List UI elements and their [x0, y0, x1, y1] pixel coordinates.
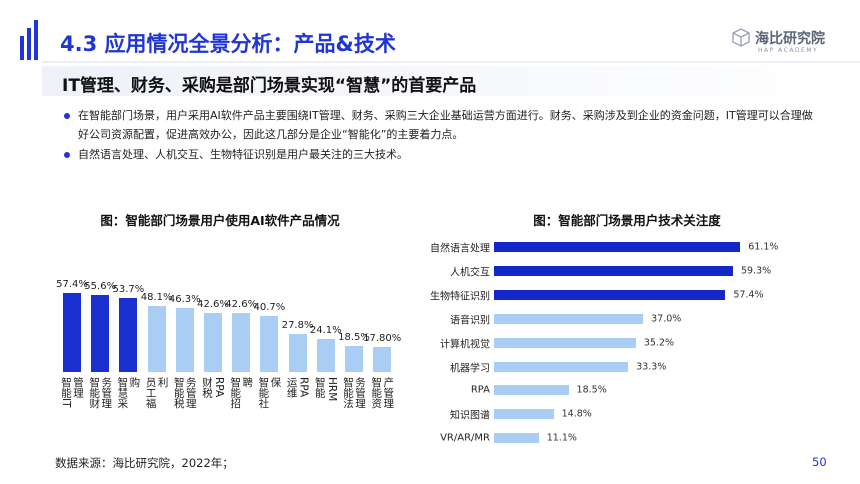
- bar: [345, 346, 363, 372]
- bullet-dot: [64, 113, 70, 119]
- x-tick-label: 智能财务管理: [88, 377, 113, 409]
- x-tick-label: 智能法务管理: [342, 377, 366, 409]
- x-tick-label: 智能税务管理: [172, 377, 197, 409]
- logo-name: 海比研究院: [755, 31, 825, 47]
- subtitle: IT管理、财务、采购是部门场景实现“智慧”的首要产品: [62, 76, 477, 96]
- source: 数据来源：海比研究院，2022年；: [55, 456, 234, 470]
- bar: [373, 347, 392, 372]
- value-label: 59.3%: [740, 265, 772, 277]
- x-tick-label: 智能招聘: [229, 377, 254, 409]
- y-tick-label: 人机交互: [450, 267, 490, 279]
- value-label: 55.6%: [84, 281, 117, 293]
- bar: [494, 313, 644, 324]
- value-label: 46.3%: [168, 294, 201, 306]
- subtitle-bar: [42, 66, 860, 96]
- y-tick-label: 生物特征识别: [430, 291, 490, 303]
- value-label: 40.7%: [253, 301, 286, 313]
- logo-sub: HAP ACADEMY: [758, 47, 819, 54]
- value-label: 42.6%: [225, 299, 258, 311]
- value-label: 42.6%: [197, 299, 229, 311]
- page-number: 50: [812, 455, 827, 469]
- bullet-text: 在智能部门场景，用户采用AI软件产品主要围绕IT管理、财务、采购三大企业基础运营…: [78, 109, 813, 141]
- bar: [204, 313, 222, 372]
- value-label: 53.7%: [112, 283, 145, 295]
- value-label: 11.1%: [546, 432, 577, 444]
- bar: [494, 289, 726, 300]
- bar: [494, 361, 629, 372]
- bar: [232, 313, 251, 372]
- bar: [91, 295, 110, 372]
- value-label: 27.8%: [281, 319, 314, 331]
- x-tick-label: 财税RPA: [201, 377, 225, 398]
- value-label: 61.1%: [748, 241, 779, 253]
- bar: [494, 337, 636, 348]
- x-tick-label: 智能HRM: [313, 377, 338, 402]
- bullet-dot: [64, 152, 70, 158]
- bar: [316, 338, 335, 372]
- x-tick-label: 智能IT管理: [60, 377, 84, 408]
- value-label: 37.0%: [651, 313, 682, 325]
- x-tick-label: 智能社保: [257, 377, 282, 409]
- bar: [288, 333, 307, 372]
- bar: [494, 242, 741, 252]
- bar: [494, 265, 733, 276]
- bar: [494, 409, 554, 420]
- bar: [175, 308, 194, 372]
- y-tick-label: 自然语言处理: [430, 243, 490, 255]
- value-label: 14.8%: [561, 408, 592, 420]
- bar: [494, 385, 569, 396]
- value-label: 35.2%: [643, 337, 675, 349]
- bar: [494, 433, 539, 444]
- x-tick-label: 运维RPA: [285, 377, 310, 398]
- value-label: 57.4%: [733, 289, 764, 301]
- x-tick-label: 智能资产管理: [370, 377, 395, 409]
- value-label: 48.1%: [140, 291, 173, 303]
- y-tick-label: 机器学习: [450, 363, 490, 374]
- header-decor: [20, 20, 860, 63]
- bar: [63, 292, 81, 372]
- bar: [260, 315, 279, 372]
- value-label: 57.4%: [56, 278, 88, 290]
- value-label: 18.5%: [338, 332, 370, 344]
- bullet-text: 自然语言处理、人机交互、生物特征识别是用户最关注的三大技术。: [78, 148, 408, 161]
- y-tick-label: 语音识别: [450, 315, 490, 327]
- y-tick-label: VR/AR/MR: [440, 432, 490, 444]
- bar: [147, 305, 166, 372]
- chart-title: 图：智能部门场景用户使用AI软件产品情况: [100, 213, 340, 228]
- y-tick-label: RPA: [470, 384, 490, 396]
- value-label: 18.5%: [576, 384, 607, 396]
- x-tick-label: 员工福利: [144, 377, 169, 409]
- chart-title: 图：智能部门场景用户技术关注度: [533, 213, 721, 228]
- y-tick-label: 计算机视觉: [440, 339, 490, 351]
- value-label: 33.3%: [636, 361, 667, 372]
- value-label: 24.1%: [309, 324, 342, 336]
- bar: [119, 297, 138, 372]
- value-label: 17.80%: [363, 333, 402, 345]
- page-title: 4.3 应用情况全景分析：产品&技术: [60, 32, 396, 56]
- y-tick-label: 知识图谱: [450, 410, 490, 422]
- x-tick-label: 智慧采购: [116, 377, 141, 409]
